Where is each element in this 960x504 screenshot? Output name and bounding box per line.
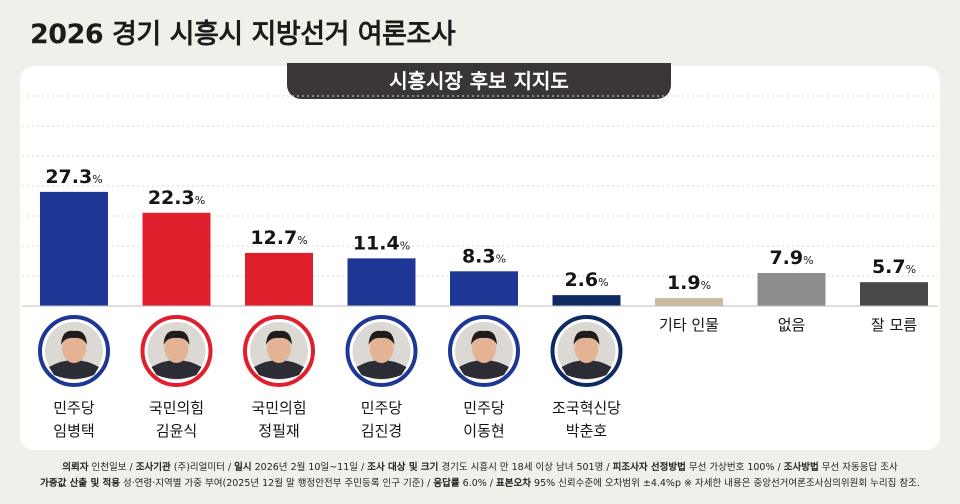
footer-key: 일시 — [234, 462, 252, 473]
bar-3 — [347, 258, 416, 306]
bar-7 — [757, 272, 826, 306]
candidate-photo-0 — [38, 315, 110, 387]
bar-0 — [40, 191, 108, 306]
candidate-name-2: 정필재 — [258, 422, 299, 440]
party-label-2: 국민의힘 — [251, 399, 306, 417]
footer-key: 응답률 — [433, 478, 460, 489]
candidate-name-4: 이동현 — [463, 422, 504, 440]
footer-value: 95% 신뢰수준에 오차범위 ±4.4%p — [531, 478, 681, 489]
value-label-4: 8.3% — [462, 245, 506, 267]
footer-value: 무선 가상번호 100% — [685, 462, 775, 473]
party-label-0: 민주당 — [53, 399, 95, 417]
footer-key: 조사방법 — [783, 462, 819, 473]
footer-key: 조사 대상 및 크기 — [367, 462, 439, 473]
footer-value: 성·연령·지역별 가중 부여(2025년 12월 말 행정안전부 주민등록 인구… — [120, 478, 425, 489]
party-label-5: 조국혁신당 — [552, 399, 621, 417]
footer-value: 6.0% — [459, 478, 487, 489]
candidate-photo-3 — [345, 315, 418, 387]
footer-value: (주)리얼미터 — [170, 462, 225, 473]
candidate-photo-4 — [448, 315, 520, 387]
footer-key: 조사기관 — [135, 462, 171, 473]
footer-note: ※ 자세한 내용은 중앙선거여론조사심의위원회 누리집 참조. — [680, 478, 920, 489]
candidate-name-3: 김진경 — [361, 422, 402, 440]
value-label-8: 5.7% — [872, 256, 916, 278]
bar-1 — [142, 212, 211, 306]
value-label-1: 22.3% — [148, 187, 205, 209]
survey-footer: 의뢰자 인천일보 / 조사기관 (주)리얼미터 / 일시 2026년 2월 10… — [0, 460, 960, 492]
candidate-name-1: 김윤식 — [156, 422, 197, 440]
candidate-name-0: 임병택 — [53, 422, 94, 440]
candidate-photo-5 — [550, 315, 623, 387]
category-label-6: 기타 인물 — [659, 316, 719, 334]
party-label-4: 민주당 — [463, 399, 505, 417]
footer-value: 경기도 시흥시 만 18세 이상 남녀 501명 — [438, 462, 604, 473]
bar-8 — [860, 282, 928, 306]
page-title: 2026 경기 시흥시 지방선거 여론조사 — [30, 19, 456, 50]
value-label-2: 12.7% — [250, 227, 307, 249]
value-label-3: 11.4% — [353, 232, 410, 254]
candidate-name-5: 박춘호 — [566, 422, 608, 440]
candidate-photo-2 — [243, 315, 315, 387]
value-label-7: 7.9% — [769, 247, 813, 269]
footer-value: 인천일보 — [88, 462, 127, 473]
party-label-3: 민주당 — [361, 399, 403, 417]
bar-6 — [655, 298, 723, 306]
value-label-5: 2.6% — [564, 269, 608, 291]
candidate-photo-1 — [140, 315, 213, 387]
bar-5 — [552, 295, 621, 306]
bar-2 — [245, 252, 313, 306]
footer-line-2: 가중값 산출 및 적용 성·연령·지역별 가중 부여(2025년 12월 말 행… — [40, 478, 920, 489]
footer-key: 가중값 산출 및 적용 — [40, 478, 120, 489]
party-label-1: 국민의힘 — [149, 399, 204, 417]
value-label-0: 27.3% — [45, 166, 102, 188]
footer-key: 피조사자 선정방법 — [612, 462, 686, 473]
footer-key: 표본오차 — [496, 478, 531, 489]
value-label-6: 1.9% — [667, 272, 711, 294]
footer-line-1: 의뢰자 인천일보 / 조사기관 (주)리얼미터 / 일시 2026년 2월 10… — [62, 462, 898, 473]
bar-4 — [450, 271, 518, 306]
chart-subtitle: 시흥시장 후보 지지도 — [287, 63, 671, 99]
category-label-7: 없음 — [778, 316, 806, 334]
footer-key: 의뢰자 — [62, 462, 89, 473]
footer-value: 무선 자동응답 조사 — [818, 462, 898, 473]
footer-value: 2026년 2월 10일~11일 — [251, 462, 358, 473]
category-label-8: 잘 모름 — [871, 316, 917, 334]
